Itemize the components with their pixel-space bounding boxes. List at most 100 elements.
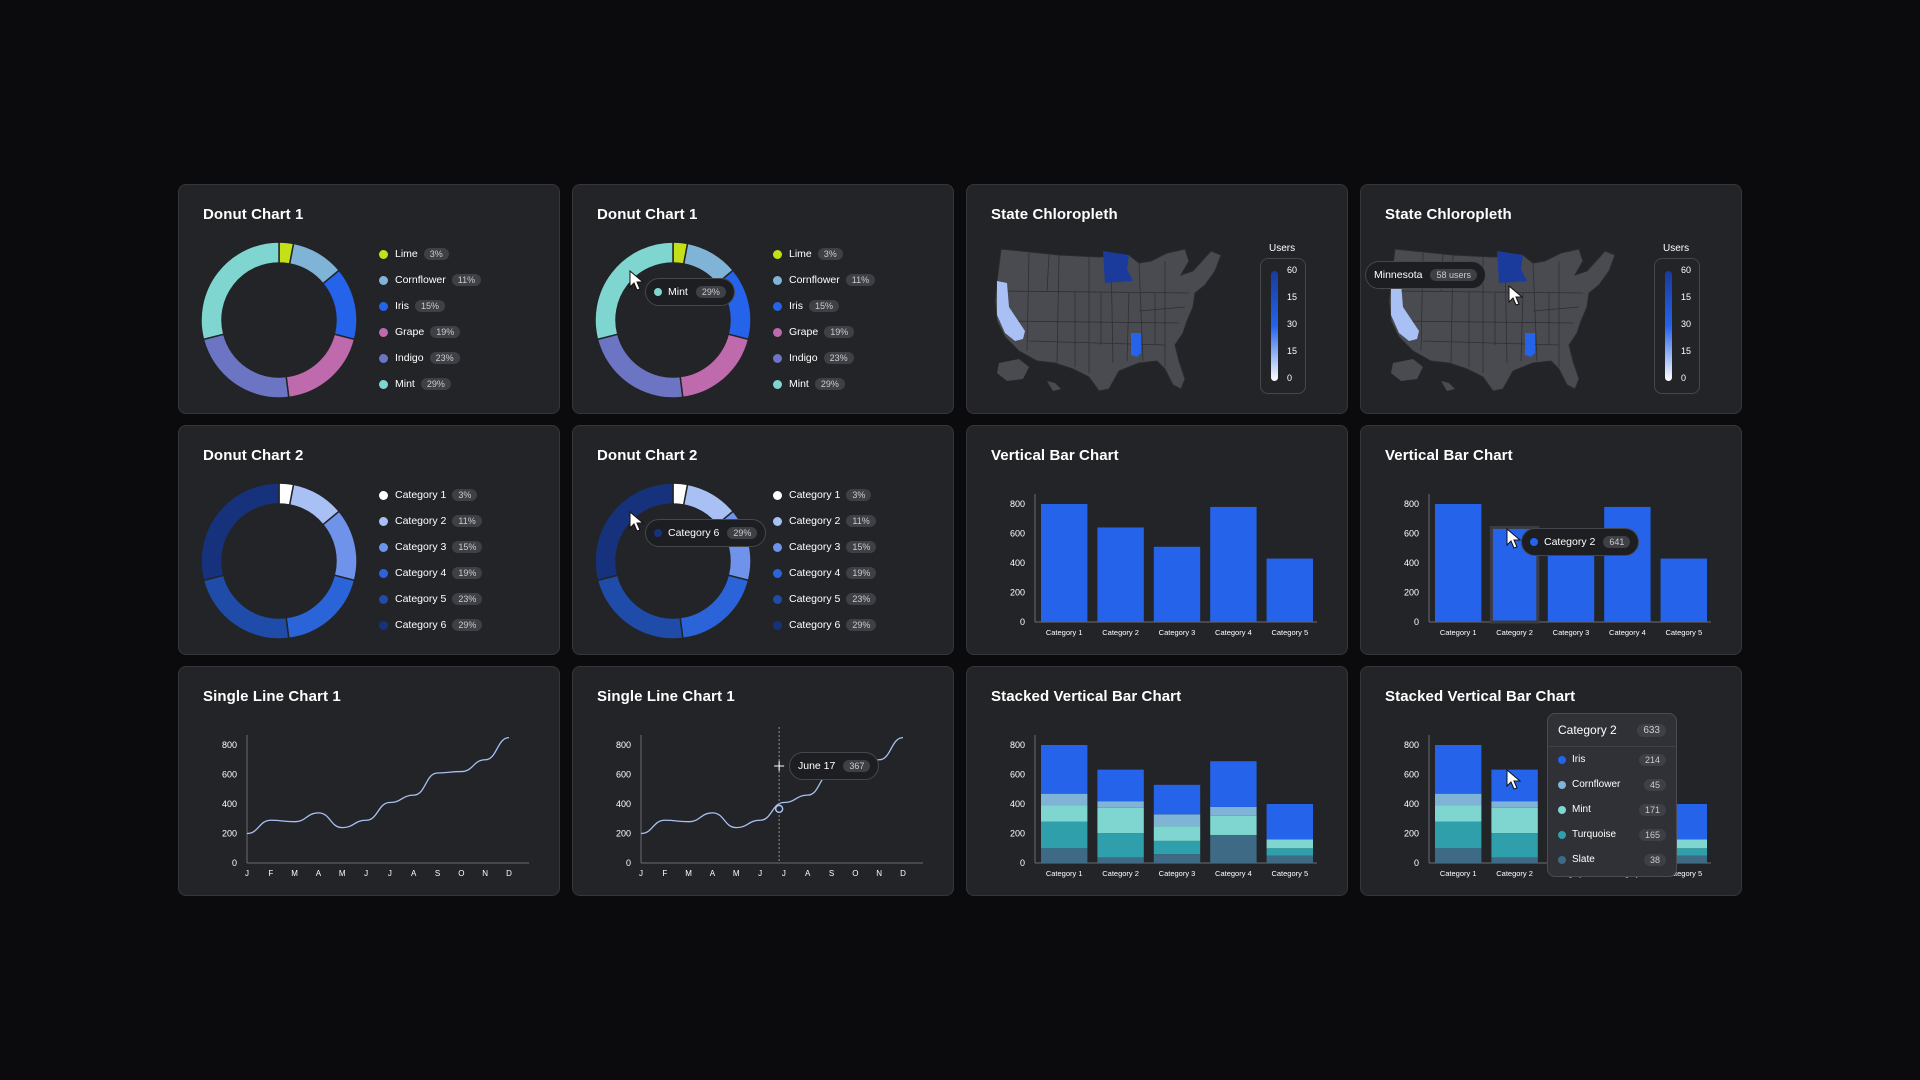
state-mississippi[interactable] — [1131, 333, 1141, 357]
stack-segment-slate[interactable] — [1660, 855, 1707, 863]
state-hawaii[interactable] — [1047, 381, 1061, 391]
state-california[interactable] — [1391, 281, 1419, 341]
stack-segment-slate[interactable] — [1491, 857, 1538, 863]
stack-segment-iris[interactable] — [1097, 769, 1144, 802]
legend-item[interactable]: Iris 15% — [379, 293, 481, 319]
donut-slice-indigo[interactable] — [202, 333, 290, 399]
legend-item[interactable]: Cornflower 11% — [773, 267, 876, 293]
stacked-bar-chart-card[interactable]: 800 600 400 200 0 Category 1 Category 2 Categor… — [966, 666, 1348, 896]
donut-slice-mint[interactable] — [200, 241, 280, 341]
stacked-bar-chart-hover-card[interactable]: 800 600 400 200 0 Category 1 Category 2 Categor… — [1360, 666, 1742, 896]
bar-category-1[interactable] — [1041, 504, 1088, 622]
state-mississippi[interactable] — [1525, 333, 1535, 357]
donut-slice-category-3[interactable] — [321, 510, 358, 582]
bar-category-5[interactable] — [1660, 558, 1707, 622]
bar-category-4[interactable] — [1210, 506, 1257, 622]
donut-slice-category-6[interactable] — [200, 482, 280, 582]
state-alaska[interactable] — [997, 359, 1029, 381]
bar-category-3[interactable] — [1547, 546, 1595, 622]
legend-item[interactable]: Lime 3% — [773, 241, 875, 267]
line-chart-card[interactable]: 800 600 400 200 0 J F M A M J J A S O N D Single Line Cha… — [178, 666, 560, 896]
vertical-bar-chart-card[interactable]: 800 600 400 200 0 Category 1 Category 2 Categor… — [966, 425, 1348, 655]
legend-item[interactable]: Grape 19% — [379, 319, 481, 345]
bar-category-1[interactable] — [1435, 504, 1482, 622]
stack-segment-slate[interactable] — [1210, 834, 1257, 863]
bar-category-3[interactable] — [1153, 546, 1201, 622]
donut-slice-category-4[interactable] — [679, 574, 750, 640]
legend-item[interactable]: Category 3 15% — [379, 534, 483, 560]
donut-slice-category-4[interactable] — [285, 574, 356, 640]
stack-segment-iris[interactable] — [1435, 745, 1482, 794]
legend-item[interactable]: Mint 29% — [773, 371, 875, 397]
donut-chart-1-hover-card[interactable]: Donut Chart 1 Lime 3% Cornflower 11% Iris 15% G… — [572, 184, 954, 414]
hover-point[interactable] — [774, 804, 784, 814]
stack-segment-slate[interactable] — [1041, 848, 1088, 863]
stack-segment-cornflower[interactable] — [1153, 814, 1201, 827]
bar-category-5[interactable] — [1266, 558, 1313, 622]
stack-segment-slate[interactable] — [1435, 848, 1482, 863]
legend-item[interactable]: Category 4 19% — [773, 560, 877, 586]
donut-slice-category-5[interactable] — [596, 574, 684, 640]
stack-segment-mint[interactable] — [1266, 839, 1313, 849]
legend-item[interactable]: Category 2 11% — [773, 508, 876, 534]
legend-item[interactable]: Iris 15% — [773, 293, 875, 319]
bar-category-2[interactable] — [1097, 527, 1144, 622]
stack-segment-cornflower[interactable] — [1097, 801, 1144, 808]
stack-segment-turquoise[interactable] — [1491, 833, 1538, 858]
state-choropleth-hover-card[interactable]: State Chloropleth Users 60 15 30 15 0 Minnesota… — [1360, 184, 1742, 414]
legend-item[interactable]: Lime 3% — [379, 241, 481, 267]
stack-segment-slate[interactable] — [1153, 854, 1201, 863]
legend-item[interactable]: Category 1 3% — [379, 482, 482, 508]
legend-item[interactable]: Category 6 29% — [773, 612, 877, 638]
stack-segment-mint[interactable] — [1435, 805, 1482, 822]
stack-segment-iris[interactable] — [1153, 784, 1201, 815]
series-line[interactable] — [246, 736, 510, 835]
line-chart-hover-card[interactable]: 800 600 400 200 0 J F M A M J J A S O N D Single Line Cha… — [572, 666, 954, 896]
state-california[interactable] — [997, 281, 1025, 341]
stack-segment-turquoise[interactable] — [1435, 821, 1482, 849]
donut-slice-category-5[interactable] — [202, 574, 290, 640]
legend-item[interactable]: Category 1 3% — [773, 482, 876, 508]
stack-segment-turquoise[interactable] — [1660, 848, 1707, 856]
legend-item[interactable]: Category 5 23% — [773, 586, 877, 612]
stack-segment-mint[interactable] — [1660, 839, 1707, 849]
stack-segment-mint[interactable] — [1210, 815, 1257, 835]
stack-segment-cornflower[interactable] — [1210, 806, 1257, 816]
stack-segment-slate[interactable] — [1097, 857, 1144, 863]
legend-item[interactable]: Category 2 11% — [379, 508, 482, 534]
legend-item[interactable]: Category 5 23% — [379, 586, 483, 612]
donut-slice-category-6[interactable] — [594, 482, 674, 582]
state-minnesota[interactable] — [1103, 251, 1133, 283]
bar-category-4[interactable] — [1604, 506, 1651, 622]
legend-item[interactable]: Grape 19% — [773, 319, 875, 345]
legend-item[interactable]: Category 6 29% — [379, 612, 483, 638]
map-states-land[interactable] — [994, 248, 1222, 392]
stack-segment-iris[interactable] — [1041, 745, 1088, 794]
state-hawaii[interactable] — [1441, 381, 1455, 391]
stack-segment-iris[interactable] — [1266, 804, 1313, 840]
stack-segment-turquoise[interactable] — [1153, 840, 1201, 855]
stack-segment-turquoise[interactable] — [1097, 833, 1144, 858]
vertical-bar-chart-hover-card[interactable]: 800 600 400 200 0 Category 1 Category 2 Categor… — [1360, 425, 1742, 655]
legend-item[interactable]: Category 3 15% — [773, 534, 877, 560]
stack-segment-mint[interactable] — [1153, 826, 1201, 841]
donut-slice-mint[interactable] — [594, 241, 674, 341]
legend-item[interactable]: Cornflower 11% — [379, 267, 482, 293]
state-alaska[interactable] — [1391, 359, 1423, 381]
donut-slice-grape[interactable] — [679, 333, 750, 399]
legend-item[interactable]: Category 4 19% — [379, 560, 483, 586]
donut-slice-indigo[interactable] — [596, 333, 684, 399]
stack-segment-turquoise[interactable] — [1266, 848, 1313, 856]
stack-segment-slate[interactable] — [1266, 855, 1313, 863]
legend-item[interactable]: Mint 29% — [379, 371, 481, 397]
stack-segment-mint[interactable] — [1491, 807, 1538, 834]
stack-segment-mint[interactable] — [1041, 805, 1088, 822]
donut-slice-iris[interactable] — [321, 269, 358, 341]
stack-segment-mint[interactable] — [1097, 807, 1144, 834]
legend-item[interactable]: Indigo 23% — [379, 345, 481, 371]
stack-segment-cornflower[interactable] — [1491, 801, 1538, 808]
donut-chart-1-card[interactable]: Donut Chart 1 Lime 3% Cornflower 11% Iris 15% G… — [178, 184, 560, 414]
state-choropleth-card[interactable]: State Chloropleth Users 60 15 30 15 0 — [966, 184, 1348, 414]
state-minnesota[interactable] — [1497, 251, 1527, 283]
stack-segment-turquoise[interactable] — [1041, 821, 1088, 849]
